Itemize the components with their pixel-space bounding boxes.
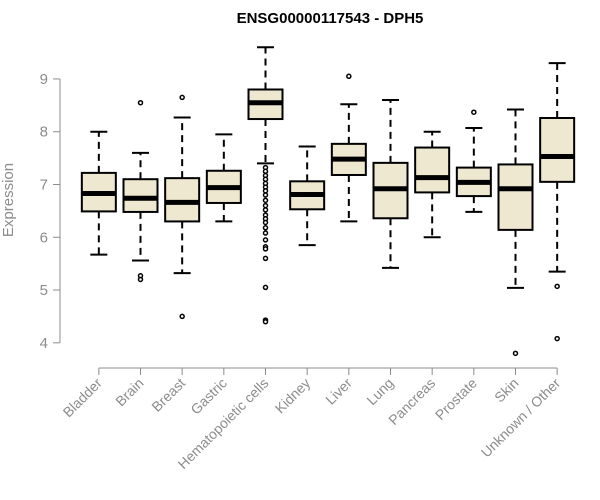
box-liver [330, 73, 367, 223]
box-body [539, 116, 576, 183]
outlier-point [262, 202, 269, 209]
box-breast [164, 94, 201, 320]
box-hematopoietic-cells [247, 46, 284, 325]
y-axis-label: Expression [0, 163, 17, 237]
y-tick-label: 5 [40, 282, 48, 299]
outlier-point [512, 350, 519, 357]
box-skin [497, 108, 534, 357]
outlier-point [262, 219, 269, 226]
y-tick-label: 9 [40, 71, 48, 88]
box-unknown-other [539, 62, 576, 342]
outlier-point [262, 168, 269, 175]
outlier-point [262, 246, 269, 252]
box-bladder [80, 130, 117, 256]
x-tick-label: Prostate [432, 375, 480, 423]
x-tick-label: Liver [322, 375, 355, 408]
outlier-point [346, 73, 352, 80]
x-tick-label: Bladder [60, 375, 106, 421]
outlier-point [262, 230, 269, 236]
x-tick-label: Unknown / Other [478, 375, 564, 461]
box-brain [122, 99, 159, 283]
y-tick-label: 6 [40, 229, 48, 246]
box-body [164, 177, 201, 223]
box-body [414, 146, 451, 194]
box-prostate [455, 109, 492, 213]
box-gastric [205, 133, 242, 223]
outlier-point [262, 192, 269, 198]
outlier-point [262, 197, 269, 204]
outlier-point [179, 94, 185, 101]
outlier-point [262, 237, 269, 243]
outlier-point [262, 318, 269, 325]
outlier-point [179, 313, 185, 320]
outlier-point [262, 284, 269, 291]
box-body [122, 178, 159, 213]
outlier-point [262, 255, 269, 262]
outlier-point [262, 207, 269, 213]
x-tick-label: Breast [148, 375, 188, 415]
chart-title: ENSG00000117543 - DPH5 [237, 10, 424, 27]
outlier-point [137, 99, 144, 106]
box-lung [372, 99, 409, 269]
x-tick-label: Brain [112, 375, 146, 409]
outlier-point [262, 225, 269, 231]
boxes [80, 46, 576, 357]
outlier-point [554, 335, 560, 342]
outlier-point [471, 109, 477, 115]
x-tick-label: Skin [491, 375, 522, 406]
y-axis: 4 5 6 7 8 9 [40, 71, 61, 352]
outlier-point [554, 283, 560, 290]
outlier-point [137, 276, 144, 283]
y-tick-label: 4 [40, 335, 48, 352]
box-pancreas [414, 130, 451, 239]
y-tick-label: 8 [40, 124, 48, 141]
x-tick-label: Kidney [272, 375, 314, 417]
y-tick-label: 7 [40, 176, 48, 193]
box-kidney [289, 145, 326, 247]
x-tick-label: Lung [363, 375, 396, 408]
box-body [497, 163, 534, 231]
outlier-point [262, 176, 269, 182]
outlier-point [262, 188, 269, 194]
